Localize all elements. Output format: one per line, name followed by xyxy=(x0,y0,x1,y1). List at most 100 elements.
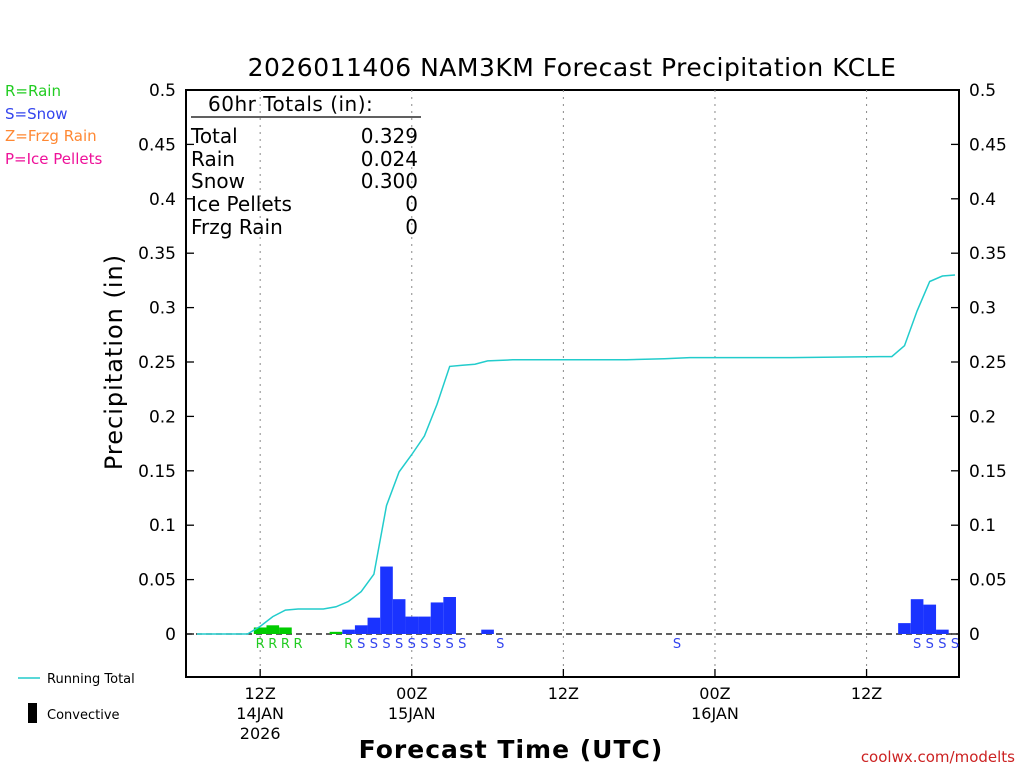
precip-type-mark: R xyxy=(268,637,277,652)
totals-value-snow: 0.300 xyxy=(361,169,418,193)
totals-value-ice-pellets: 0 xyxy=(405,192,418,216)
precip-bar xyxy=(910,599,924,634)
y-tick-label-right: 0.05 xyxy=(969,571,1007,591)
precip-type-mark: R xyxy=(294,637,303,652)
precip-bar xyxy=(354,625,368,634)
totals-value-total: 0.329 xyxy=(361,124,418,148)
x-tick-label: 12Z xyxy=(548,684,579,703)
precip-bar xyxy=(936,629,949,634)
y-tick-label-right: 0.25 xyxy=(969,353,1007,373)
x-tick-label: 00Z xyxy=(396,684,427,703)
y-tick-label-right: 0 xyxy=(969,625,980,645)
x-tick-label: 2026 xyxy=(240,724,281,743)
y-tick-label-left: 0.35 xyxy=(138,244,176,264)
precip-type-mark: S xyxy=(913,637,921,652)
precip-bar xyxy=(253,627,267,634)
precip-bar xyxy=(380,566,393,634)
y-axis-ticks: 0.5 0.5 0.45 0.45 0.4 0.4 0.35 0.35 0.3 0.3 0.25 0.… xyxy=(138,81,1007,645)
convective-legend-label: Convective xyxy=(47,708,120,723)
y-tick-label-left: 0.4 xyxy=(149,190,176,210)
totals-label-ice-pellets: Ice Pellets xyxy=(191,192,292,216)
y-axis-label: Precipitation (in) xyxy=(100,254,128,470)
y-tick-label-left: 0.3 xyxy=(149,299,176,319)
y-tick-label-right: 0.35 xyxy=(969,244,1007,264)
x-tick-label: 12Z xyxy=(851,684,882,703)
precip-type-mark: S xyxy=(673,637,681,652)
y-tick-label-left: 0.1 xyxy=(149,516,176,536)
precip-type-mark: R xyxy=(281,637,290,652)
y-tick-label-right: 0.2 xyxy=(969,407,996,427)
totals-box: 60hr Totals (in): Total 0.329 Rain 0.024… xyxy=(190,92,421,239)
precip-type-mark: S xyxy=(926,637,934,652)
precip-type-mark: S xyxy=(951,637,959,652)
precip-type-mark: S xyxy=(496,637,504,652)
totals-label-total: Total xyxy=(190,124,238,148)
x-tick-label: 15JAN xyxy=(388,704,436,723)
precip-bar xyxy=(418,616,431,634)
totals-heading: 60hr Totals (in): xyxy=(208,92,373,116)
totals-value-rain: 0.024 xyxy=(361,147,418,171)
precip-type-mark: S xyxy=(433,637,441,652)
precip-bar xyxy=(923,604,937,634)
y-tick-label-left: 0.45 xyxy=(138,135,176,155)
precip-type-mark: S xyxy=(458,637,466,652)
totals-label-snow: Snow xyxy=(191,169,245,193)
y-tick-label-left: 0.5 xyxy=(149,81,176,101)
precip-bar xyxy=(405,616,419,634)
x-tick-label: 16JAN xyxy=(691,704,739,723)
y-tick-label-left: 0.15 xyxy=(138,462,176,482)
y-tick-label-right: 0.15 xyxy=(969,462,1007,482)
precip-bar xyxy=(481,629,494,634)
totals-label-frzg-rain: Frzg Rain xyxy=(191,215,283,239)
legend-rain: R=Rain xyxy=(5,82,61,100)
y-tick-label-left: 0 xyxy=(165,625,176,645)
vertical-gridlines xyxy=(259,90,868,677)
precip-type-mark: R xyxy=(256,637,265,652)
precip-bar xyxy=(279,627,292,634)
legend-ice-pellets: P=Ice Pellets xyxy=(5,150,102,168)
precip-type-mark: S xyxy=(938,637,946,652)
running-total-legend-label: Running Total xyxy=(47,672,135,687)
precip-bar xyxy=(443,597,456,634)
precip-type-mark: S xyxy=(357,637,365,652)
y-tick-label-right: 0.45 xyxy=(969,135,1007,155)
y-tick-label-right: 0.4 xyxy=(969,190,996,210)
y-tick-label-left: 0.05 xyxy=(138,571,176,591)
totals-value-frzg-rain: 0 xyxy=(405,215,418,239)
x-tick-label: 00Z xyxy=(699,684,730,703)
precip-bar xyxy=(266,625,280,634)
credit-text: coolwx.com/modelts xyxy=(861,748,1015,766)
y-tick-label-left: 0.2 xyxy=(149,407,176,427)
precip-bar xyxy=(898,623,911,634)
x-tick-label: 14JAN xyxy=(236,704,284,723)
legend-frzg-rain: Z=Frzg Rain xyxy=(5,127,97,145)
x-tick-label: 12Z xyxy=(245,684,276,703)
running-total-line xyxy=(197,274,956,635)
precip-type-mark: S xyxy=(408,637,416,652)
precip-type-mark: S xyxy=(420,637,428,652)
y-tick-label-right: 0.5 xyxy=(969,81,996,101)
y-tick-label-left: 0.25 xyxy=(138,353,176,373)
precip-type-mark: R xyxy=(344,637,353,652)
precip-bar xyxy=(392,599,406,634)
chart-title: 2026011406 NAM3KM Forecast Precipitation… xyxy=(248,53,897,82)
y-tick-label-right: 0.3 xyxy=(969,299,996,319)
totals-label-rain: Rain xyxy=(191,147,235,171)
precip-bar xyxy=(367,617,381,634)
legend-snow: S=Snow xyxy=(5,105,68,123)
precip-bar xyxy=(342,629,355,634)
precip-type-mark: S xyxy=(446,637,454,652)
precip-bar xyxy=(329,631,343,634)
precip-type-mark: S xyxy=(370,637,378,652)
convective-legend-swatch xyxy=(28,703,37,723)
x-axis-label: Forecast Time (UTC) xyxy=(359,735,664,764)
precip-type-mark: S xyxy=(382,637,390,652)
hourly-bars xyxy=(253,566,949,634)
precip-bar xyxy=(430,602,444,634)
y-tick-label-right: 0.1 xyxy=(969,516,996,536)
plot-frame xyxy=(185,89,960,678)
precip-type-mark: S xyxy=(395,637,403,652)
